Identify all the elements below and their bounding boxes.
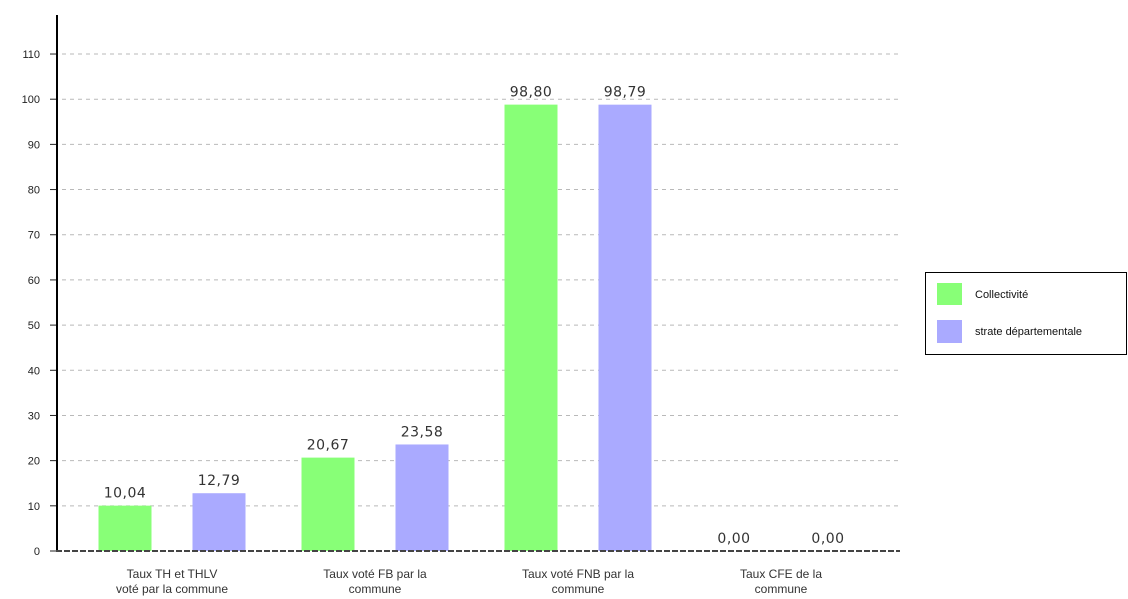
value-label-strate-departementale-3: 98,79	[604, 85, 647, 101]
y-tick-label: 90	[28, 139, 40, 151]
bar-collectivite-2	[301, 457, 355, 551]
category-label-1: Taux TH et THLV voté par la commune	[116, 567, 228, 596]
legend-swatch-collectivite	[937, 283, 962, 305]
value-label-collectivite-1: 10,04	[104, 486, 147, 502]
category-label-2: Taux voté FB par la commune	[323, 567, 427, 596]
y-tick-label: 110	[22, 49, 40, 61]
category-label-4: Taux CFE de la commune	[740, 567, 822, 596]
bar-collectivite-1	[98, 505, 152, 551]
y-tick-label: 0	[34, 546, 40, 558]
legend-label-collectivite: Collectivité	[975, 289, 1028, 301]
category-label-line: commune	[349, 582, 402, 596]
category-label-line: voté par la commune	[116, 582, 228, 596]
category-label-3: Taux voté FNB par la commune	[522, 567, 634, 596]
y-tick-label: 40	[28, 365, 40, 377]
value-label-strate-departementale-4: 0,00	[811, 531, 844, 547]
y-axis-ticks: 0 10 20 30 40 50 60 70 80 90 100 110	[22, 49, 57, 558]
value-label-collectivite-2: 20,67	[307, 438, 350, 454]
y-tick-label: 30	[28, 410, 40, 422]
category-label-line: Taux CFE de la	[740, 567, 822, 581]
y-tick-label: 80	[28, 185, 40, 197]
legend-label-strate: strate départementale	[975, 326, 1082, 338]
category-label-line: commune	[552, 582, 605, 596]
legend-swatch-strate	[937, 320, 962, 343]
y-tick-label: 100	[22, 94, 40, 106]
value-label-strate-departementale-1: 12,79	[198, 473, 241, 489]
value-label-collectivite-3: 98,80	[510, 85, 553, 101]
value-labels: 10,04 20,67 98,80 0,00 12,79 23,58 98,79 0,00	[104, 85, 844, 547]
category-label-line: commune	[755, 582, 808, 596]
bar-collectivite-3	[504, 104, 558, 552]
legend: Collectivité strate départementale	[925, 272, 1127, 355]
y-tick-label: 60	[28, 275, 40, 287]
y-tick-label: 10	[28, 501, 40, 513]
value-label-collectivite-4: 0,00	[717, 531, 750, 547]
grid-lines	[62, 53, 900, 507]
y-tick-label: 20	[28, 456, 40, 468]
y-tick-label: 50	[28, 320, 40, 332]
bar-strate-departementale-2	[395, 444, 449, 551]
value-label-strate-departementale-2: 23,58	[401, 424, 444, 440]
category-label-line: Taux voté FB par la	[323, 567, 427, 581]
y-tick-label: 70	[28, 230, 40, 242]
category-label-line: Taux voté FNB par la	[522, 567, 634, 581]
bar-strate-departementale-3	[598, 104, 652, 551]
bar-strate-departementale-1	[192, 493, 246, 551]
category-labels: Taux TH et THLV voté par la commune Taux v…	[116, 567, 822, 596]
bars	[98, 104, 652, 552]
category-label-line: Taux TH et THLV	[127, 567, 218, 581]
